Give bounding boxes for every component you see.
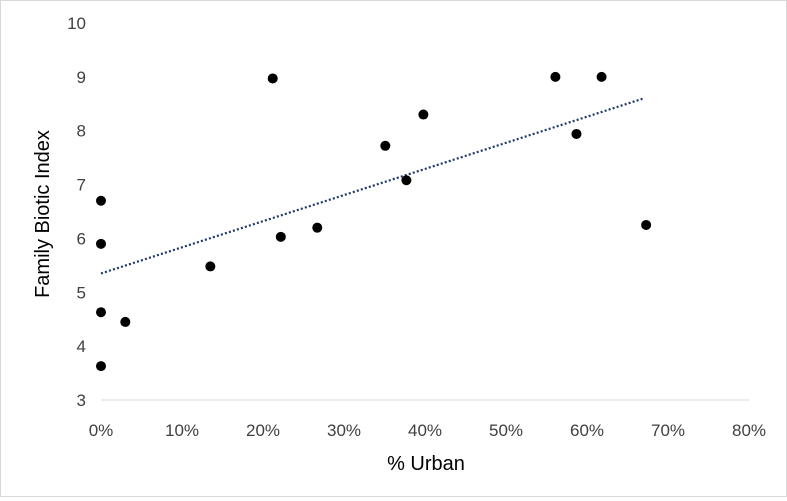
y-tick-label: 7 (77, 176, 86, 195)
data-point (96, 361, 106, 372)
x-tick-label: 30% (327, 421, 361, 440)
x-tick-label: 70% (651, 421, 685, 440)
data-point (96, 195, 106, 206)
data-point (275, 231, 286, 242)
x-tick-label: 0% (89, 421, 114, 440)
data-point (267, 73, 278, 84)
x-axis-title: % Urban (387, 453, 465, 475)
x-tick-label: 60% (570, 421, 604, 440)
trendline (100, 97, 645, 275)
data-point (550, 71, 561, 82)
data-points (96, 71, 652, 372)
x-tick-label: 20% (246, 421, 280, 440)
y-tick-label: 8 (77, 122, 86, 141)
y-axis-ticks: 3 4 5 6 7 8 9 10 (67, 14, 86, 410)
data-point (571, 128, 582, 139)
y-axis-title: Family Biotic Index (32, 130, 54, 298)
data-point (120, 316, 131, 327)
x-tick-label: 40% (408, 421, 442, 440)
x-tick-label: 80% (732, 421, 766, 440)
data-point (380, 140, 391, 151)
x-tick-label: 50% (489, 421, 523, 440)
data-point (596, 71, 607, 82)
data-point (401, 175, 412, 186)
data-point (205, 261, 216, 272)
y-tick-label: 4 (77, 337, 86, 356)
data-point (96, 238, 106, 249)
data-point (96, 307, 106, 318)
y-tick-label: 10 (67, 14, 86, 33)
y-tick-label: 5 (77, 283, 86, 302)
y-tick-label: 3 (77, 391, 86, 410)
x-axis-ticks: 0% 10% 20% 30% 40% 50% 60% 70% 80% (89, 421, 766, 440)
y-tick-label: 6 (77, 229, 86, 248)
data-point (641, 219, 652, 230)
x-tick-label: 10% (165, 421, 199, 440)
data-point (312, 222, 323, 233)
data-point (418, 109, 429, 120)
y-tick-label: 9 (77, 68, 86, 87)
